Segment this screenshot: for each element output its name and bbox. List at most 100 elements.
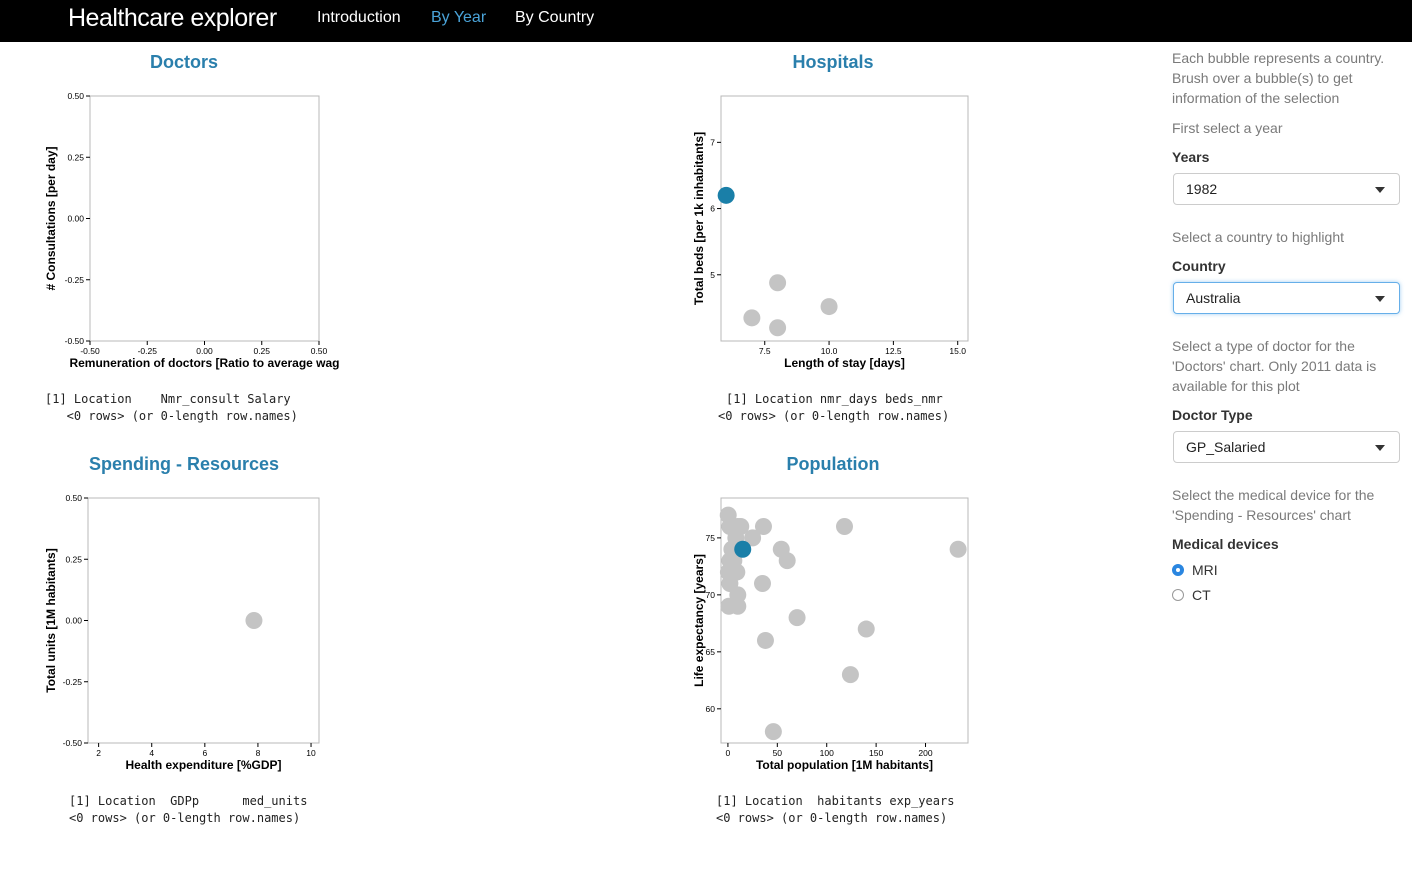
country-bubble: [769, 319, 787, 337]
y-tick-label: 70: [706, 590, 716, 600]
x-tick-label: 50: [773, 748, 783, 758]
y-tick-label: 6: [710, 204, 715, 214]
country-bubble: [729, 597, 747, 615]
doctors-title: Doctors: [149, 52, 218, 72]
year-label: Years: [1172, 149, 1210, 165]
x-tick-label: 0.50: [311, 346, 328, 356]
country-bubble: [754, 517, 772, 535]
radio-unchecked-icon[interactable]: [1172, 589, 1184, 601]
x-tick-label: 7.5: [759, 346, 771, 356]
country-bubble: [857, 620, 875, 638]
x-tick-label: 0.00: [196, 346, 213, 356]
x-tick-label: 10.0: [821, 346, 838, 356]
country-bubble: [753, 574, 771, 592]
x-tick-label: 4: [149, 748, 154, 758]
population-title: Population: [786, 454, 880, 474]
y-tick-label: 0.00: [65, 616, 82, 626]
year-select-value: 1982: [1186, 181, 1218, 197]
country-bubble: [778, 552, 796, 570]
y-tick-label: 0.50: [67, 91, 84, 101]
x-tick-label: 15.0: [949, 346, 966, 356]
device-label: Medical devices: [1172, 536, 1279, 552]
year-select[interactable]: 1982: [1173, 173, 1400, 205]
country-bubble: [756, 631, 774, 649]
console-line: [1] Location Nmr_consult Salary: [45, 392, 291, 406]
radio-checked-icon[interactable]: [1172, 564, 1184, 576]
chevron-down-icon: [1375, 296, 1385, 302]
console-line: <0 rows> (or 0-length row.names): [69, 811, 301, 825]
country-help: Select a country to highlight: [1172, 229, 1344, 245]
y-tick-label: 65: [706, 647, 716, 657]
country-bubble: [744, 529, 762, 547]
console-line: [1] Location habitants exp_years: [716, 794, 955, 808]
app-brand[interactable]: Healthcare explorer: [68, 4, 277, 32]
population-chart[interactable]: 0 50 100 150 200 60 65 70 75 Total population [1M…: [688, 490, 978, 780]
y-tick-label: 7: [710, 137, 715, 147]
x-tick-label: 100: [820, 748, 834, 758]
country-bubble: [949, 540, 967, 558]
console-line: [1] Location nmr_days beds_nmr: [726, 392, 943, 406]
country-label: Country: [1172, 258, 1226, 274]
country-bubble: [841, 666, 859, 684]
plot-frame: [89, 95, 320, 342]
doctor-help: Select a type of doctor for the 'Doctors…: [1172, 338, 1377, 394]
device-help: Select the medical device for the 'Spend…: [1172, 487, 1375, 523]
country-bubble: [769, 274, 787, 292]
x-axis-label: Health expenditure [%GDP]: [125, 758, 281, 772]
y-tick-label: 0.25: [67, 152, 84, 162]
device-option-label: CT: [1192, 587, 1211, 603]
x-axis-label: Remuneration of doctors [Ratio to averag…: [69, 356, 339, 370]
y-tick-label: 75: [706, 533, 716, 543]
sidebar-intro: Each bubble represents a country. Brush …: [1172, 50, 1385, 106]
spending-title: Spending - Resources: [88, 454, 280, 474]
y-axis-label: # Consultations [per day]: [44, 146, 58, 290]
y-axis-label: Total units [1M habitants]: [44, 548, 58, 692]
y-axis-label: Life expectancy [years]: [692, 554, 706, 687]
device-option-label: MRI: [1192, 562, 1218, 578]
y-tick-label: -0.50: [65, 336, 85, 346]
x-tick-label: 0.25: [253, 346, 270, 356]
country-bubble: [836, 517, 853, 535]
hospitals-title: Hospitals: [792, 52, 874, 72]
population-console: [1] Location habitants exp_years <0 rows>…: [716, 793, 954, 827]
y-axis-label: Total beds [per 1k inhabitants]: [692, 132, 706, 305]
x-tick-label: 150: [869, 748, 883, 758]
spending-console: [1] Location GDPp med_units <0 rows> (or …: [69, 793, 307, 827]
y-tick-label: 0.00: [67, 214, 84, 224]
y-tick-label: -0.50: [63, 738, 83, 748]
y-tick-label: 5: [710, 270, 715, 280]
plot-frame: [87, 497, 320, 744]
x-tick-label: 6: [202, 748, 207, 758]
country-bubble: [743, 309, 761, 327]
x-tick-label: -0.25: [138, 346, 158, 356]
doctors-chart[interactable]: -0.50 -0.25 0.00 0.25 0.50 -0.50 -0.25 0.00 0.25…: [40, 88, 350, 378]
y-tick-label: 60: [706, 704, 716, 714]
spending-chart[interactable]: 2 4 6 8 10 -0.50 -0.25 0.00 0.25 0.50 Health expen…: [40, 490, 340, 780]
y-tick-label: -0.25: [63, 677, 83, 687]
country-select[interactable]: Australia: [1173, 282, 1400, 314]
tab-introduction[interactable]: Introduction: [317, 9, 401, 26]
hospitals-chart[interactable]: 7.5 10.0 12.5 15.0 5 6 7 Length of stay [days] T…: [688, 88, 978, 378]
country-select-value: Australia: [1186, 290, 1241, 306]
country-bubble: [764, 723, 782, 741]
console-line: <0 rows> (or 0-length row.names): [45, 409, 298, 423]
x-tick-label: 12.5: [885, 346, 902, 356]
doctor-type-select[interactable]: GP_Salaried: [1173, 431, 1400, 463]
x-tick-label: 8: [256, 748, 261, 758]
console-line: <0 rows> (or 0-length row.names): [716, 811, 948, 825]
doctor-type-select-value: GP_Salaried: [1186, 439, 1266, 455]
x-tick-label: 10: [306, 748, 316, 758]
plot-frame: [720, 497, 969, 744]
doctor-type-label: Doctor Type: [1172, 407, 1253, 423]
console-line: <0 rows> (or 0-length row.names): [718, 409, 950, 423]
y-tick-label: -0.25: [65, 275, 85, 285]
tab-by-year[interactable]: By Year: [431, 9, 487, 26]
x-tick-label: 0: [726, 748, 731, 758]
chevron-down-icon: [1375, 187, 1385, 193]
tab-by-country[interactable]: By Country: [515, 9, 595, 26]
console-line: [1] Location GDPp med_units: [69, 794, 308, 808]
chevron-down-icon: [1375, 445, 1385, 451]
x-tick-label: 2: [96, 748, 101, 758]
country-bubble: [820, 298, 838, 316]
navbar: Healthcare explorer Introduction By Year…: [0, 0, 1412, 42]
